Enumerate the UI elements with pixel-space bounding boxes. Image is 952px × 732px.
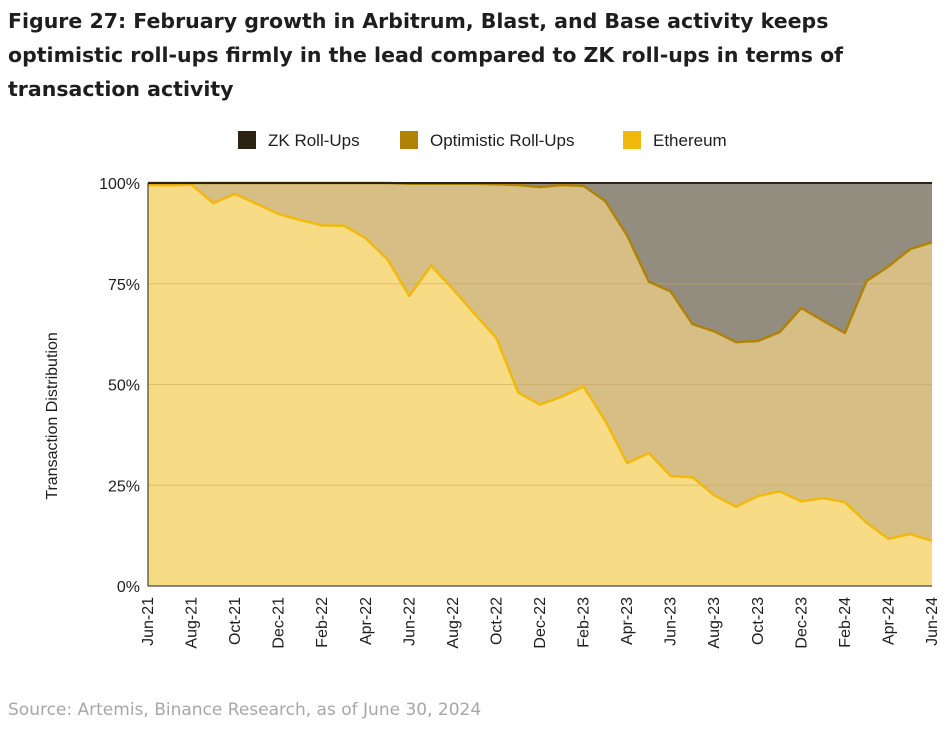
- legend-label: ZK Roll-Ups: [268, 131, 360, 150]
- x-tick-label: Dec-23: [793, 597, 810, 649]
- line-ethereum: [147, 183, 933, 543]
- axes: [147, 183, 932, 587]
- gridlines: [148, 283, 932, 486]
- x-tick-label: Jun-21: [140, 597, 157, 646]
- x-tick-label: Jun-24: [924, 597, 941, 646]
- area-optimistic-roll-ups: [148, 183, 932, 541]
- legend: ZK Roll-Ups Optimistic Roll-Ups Ethereum: [238, 131, 727, 150]
- x-tick-label: Feb-23: [576, 597, 593, 648]
- y-tick-label: 50%: [108, 378, 140, 395]
- x-tick-labels: Jun-21 Aug-21 Oct-21 Dec-21 Feb-22 Apr-22 Jun-…: [140, 597, 941, 649]
- legend-label: Optimistic Roll-Ups: [430, 131, 575, 150]
- x-tick-label: Aug-21: [184, 597, 201, 649]
- x-tick-label: Dec-22: [532, 597, 549, 649]
- x-tick-label: Oct-21: [227, 597, 244, 645]
- x-tick-label: Apr-24: [880, 597, 897, 645]
- x-tick-label: Feb-22: [314, 597, 331, 648]
- y-tick-labels: 0% 25% 50% 75% 100%: [99, 176, 140, 596]
- legend-swatch: [238, 131, 256, 149]
- figure-title: Figure 27: February growth in Arbitrum, …: [8, 9, 844, 101]
- legend-swatch: [400, 131, 418, 149]
- x-tick-label: Oct-22: [488, 597, 505, 645]
- y-tick-label: 25%: [108, 478, 140, 495]
- legend-swatch: [623, 131, 641, 149]
- x-tick-label: Apr-23: [619, 597, 636, 645]
- legend-label: Ethereum: [653, 131, 727, 150]
- x-tick-label: Feb-24: [837, 597, 854, 648]
- y-axis-label: Transaction Distribution: [44, 332, 61, 499]
- x-tick-label: Dec-21: [271, 597, 288, 649]
- x-tick-label: Apr-22: [358, 597, 375, 645]
- series-lines: [147, 181, 933, 543]
- x-tick-label: Aug-23: [706, 597, 723, 649]
- y-tick-label: 0%: [117, 579, 140, 596]
- area-zk-roll-ups: [148, 183, 932, 343]
- x-tick-label: Jun-23: [663, 597, 680, 646]
- x-tick-label: Aug-22: [445, 597, 462, 649]
- x-tick-label: Oct-23: [750, 597, 767, 645]
- y-tick-label: 75%: [108, 277, 140, 294]
- y-tick-label: 100%: [99, 176, 140, 193]
- source-note: Source: Artemis, Binance Research, as of…: [8, 700, 482, 720]
- x-tick-label: Jun-22: [401, 597, 418, 646]
